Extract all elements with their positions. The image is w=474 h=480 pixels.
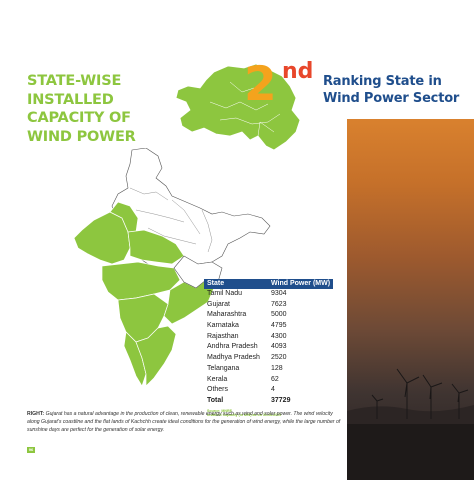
heading-line: INSTALLED bbox=[27, 91, 114, 108]
table-row: Tamil Nadu 9304 bbox=[204, 289, 333, 300]
table-row: Maharashtra 5000 bbox=[204, 310, 333, 321]
total-label: Total bbox=[207, 396, 224, 404]
table-row: Rajasthan 4300 bbox=[204, 332, 333, 343]
rank-title: Ranking State in Wind Power Sector bbox=[323, 74, 473, 107]
value-cell: 4 bbox=[271, 386, 275, 394]
total-value: 37729 bbox=[271, 396, 291, 404]
value-cell: 7623 bbox=[271, 300, 287, 308]
column-header-state: State bbox=[207, 280, 225, 287]
column-header-wind-power: Wind Power (MW) bbox=[271, 280, 331, 287]
source-line: Installed Capacity (in MW) as on 30-06-2… bbox=[207, 413, 282, 418]
table-source: Source: MNRE Installed Capacity (in MW) … bbox=[204, 409, 333, 418]
value-cell: 2520 bbox=[271, 354, 287, 362]
rank-title-line: Wind Power Sector bbox=[323, 90, 460, 106]
page-number: 96 bbox=[27, 447, 35, 453]
table-row: Madhya Pradesh 2520 bbox=[204, 353, 333, 364]
wind-capacity-table: State Wind Power (MW) Tamil Nadu 9304 Guj… bbox=[204, 279, 333, 418]
state-cell: Kerala bbox=[207, 375, 228, 383]
table-total-row: Total 37729 bbox=[204, 396, 333, 407]
state-cell: Others bbox=[207, 386, 229, 394]
state-cell: Tamil Nadu bbox=[207, 290, 243, 297]
state-cell: Maharashtra bbox=[207, 311, 247, 319]
state-cell: Madhya Pradesh bbox=[207, 354, 260, 362]
heading-line: WIND POWER bbox=[27, 128, 136, 145]
source-line: Source: MNRE bbox=[207, 408, 232, 413]
gujarat-map bbox=[175, 63, 301, 151]
state-cell: Gujarat bbox=[207, 300, 230, 308]
rank-suffix: nd bbox=[282, 59, 314, 84]
value-cell: 62 bbox=[271, 375, 279, 383]
value-cell: 9304 bbox=[271, 290, 287, 297]
photo-caption: RIGHT: Gujarat has a natural advantage i… bbox=[27, 411, 345, 434]
table-row: Karnataka 4795 bbox=[204, 321, 333, 332]
table-row: Gujarat 7623 bbox=[204, 300, 333, 311]
rank-title-line: Ranking State in bbox=[323, 74, 442, 89]
section-heading: STATE-WISE INSTALLED CAPACITY OF WIND PO… bbox=[27, 72, 167, 146]
value-cell: 4795 bbox=[271, 322, 287, 330]
state-cell: Andhra Pradesh bbox=[207, 343, 258, 351]
caption-text: Gujarat has a natural advantage in the p… bbox=[27, 411, 341, 433]
india-map bbox=[73, 148, 271, 387]
table-row: Andhra Pradesh 4093 bbox=[204, 342, 333, 353]
table-header: State Wind Power (MW) bbox=[204, 279, 333, 289]
wind-turbine-photo bbox=[347, 119, 474, 480]
caption-lead: RIGHT: bbox=[27, 411, 45, 417]
rank-number: 2 bbox=[244, 57, 277, 112]
value-cell: 128 bbox=[271, 364, 283, 372]
state-cell: Telangana bbox=[207, 364, 240, 372]
heading-line: STATE-WISE bbox=[27, 73, 122, 89]
state-cell: Rajasthan bbox=[207, 332, 239, 340]
table-row: Telangana 128 bbox=[204, 364, 333, 375]
value-cell: 4093 bbox=[271, 343, 287, 351]
value-cell: 4300 bbox=[271, 332, 287, 340]
state-cell: Karnataka bbox=[207, 322, 239, 330]
table-row: Others 4 bbox=[204, 385, 333, 396]
heading-line: CAPACITY OF bbox=[27, 110, 131, 126]
value-cell: 5000 bbox=[271, 311, 287, 319]
table-row: Kerala 62 bbox=[204, 375, 333, 386]
